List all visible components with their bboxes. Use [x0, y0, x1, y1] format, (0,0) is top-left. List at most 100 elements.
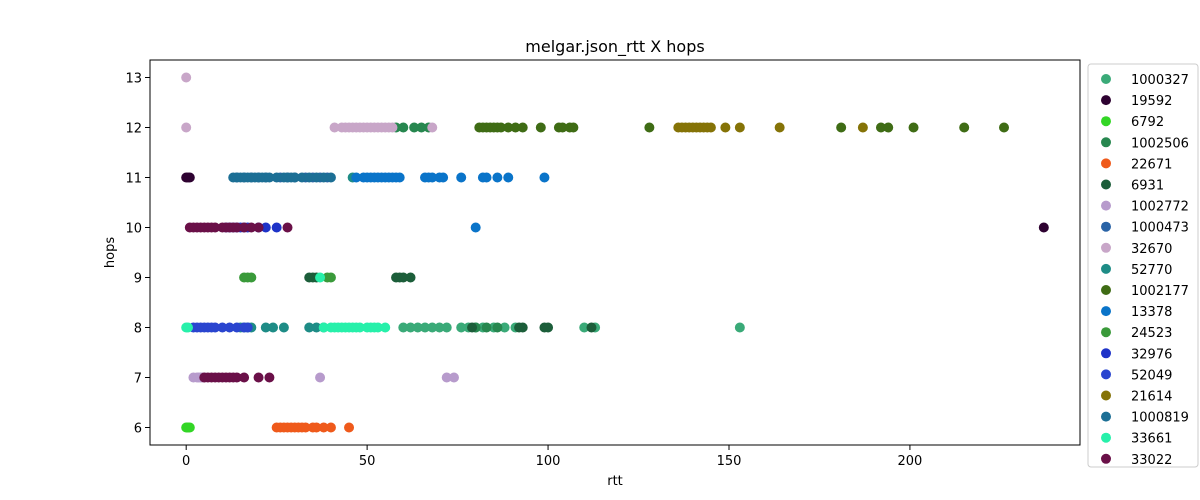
legend-marker — [1101, 411, 1111, 422]
data-point — [184, 172, 195, 183]
x-axis: 0 50 100 150 200 — [182, 445, 922, 469]
data-points — [181, 72, 1049, 433]
data-point — [304, 322, 315, 333]
data-point — [318, 172, 329, 183]
data-point — [380, 322, 391, 333]
data-point — [517, 122, 528, 133]
data-point — [481, 172, 492, 183]
data-point — [539, 172, 550, 183]
x-tick-label: 200 — [898, 454, 923, 469]
data-point — [510, 122, 521, 133]
legend-marker — [1101, 390, 1111, 401]
legend-marker — [1101, 137, 1111, 148]
data-point — [182, 322, 193, 333]
y-axis-label: hops — [103, 237, 118, 268]
data-point — [278, 322, 289, 333]
data-point — [416, 122, 427, 133]
data-point — [734, 322, 745, 333]
legend-marker — [1101, 242, 1111, 253]
plot-area — [149, 59, 1081, 446]
data-point — [543, 322, 554, 333]
legend-label: 6792 — [1131, 115, 1164, 130]
data-point — [325, 272, 336, 283]
legend-marker — [1101, 432, 1111, 443]
plot-frame — [149, 59, 1081, 446]
data-point — [372, 322, 383, 333]
legend: 1000327 19592 6792 1002506 22671 6931 1002772 1… — [1087, 63, 1199, 468]
y-tick-label: 9 — [134, 272, 142, 287]
data-point — [253, 372, 264, 383]
data-point — [325, 422, 336, 433]
data-point — [405, 322, 416, 333]
legend-marker — [1101, 306, 1111, 317]
data-point — [246, 272, 257, 283]
data-point — [260, 322, 271, 333]
data-point — [351, 172, 362, 183]
data-point — [409, 122, 420, 133]
data-point — [289, 172, 300, 183]
data-point — [260, 222, 271, 233]
data-point — [315, 272, 326, 283]
legend-label: 1000819 — [1131, 411, 1189, 426]
data-point — [242, 322, 253, 333]
data-point — [857, 122, 868, 133]
data-point — [441, 322, 452, 333]
data-point — [181, 122, 192, 133]
legend-label: 24523 — [1131, 326, 1172, 341]
legend-marker — [1101, 95, 1111, 106]
legend-marker — [1101, 348, 1111, 359]
data-point — [398, 322, 409, 333]
data-point — [325, 172, 336, 183]
data-point — [239, 222, 250, 233]
data-point — [441, 372, 452, 383]
data-point — [503, 172, 514, 183]
data-point — [231, 372, 242, 383]
data-point — [456, 172, 467, 183]
y-tick-label: 8 — [134, 322, 142, 337]
data-point — [492, 322, 503, 333]
legend-label: 52049 — [1131, 368, 1172, 383]
data-point — [253, 222, 264, 233]
legend-marker — [1101, 453, 1111, 464]
x-tick-label: 100 — [536, 454, 561, 469]
data-point — [394, 172, 405, 183]
legend-label: 21614 — [1131, 390, 1172, 405]
data-point — [720, 122, 731, 133]
legend-frame — [1087, 63, 1199, 468]
data-point — [959, 122, 970, 133]
data-point — [239, 372, 250, 383]
data-point — [499, 322, 510, 333]
data-point — [315, 372, 326, 383]
y-tick-label: 12 — [125, 122, 142, 137]
data-point — [1038, 222, 1049, 233]
data-point — [231, 322, 242, 333]
data-point — [300, 422, 311, 433]
y-tick-label: 6 — [134, 422, 142, 437]
data-point — [318, 322, 329, 333]
data-point — [210, 322, 221, 333]
data-point — [246, 222, 257, 233]
legend-label: 6931 — [1131, 179, 1164, 194]
data-point — [311, 422, 322, 433]
legend-marker — [1101, 327, 1111, 338]
data-point — [579, 322, 590, 333]
data-point — [318, 422, 329, 433]
data-point — [586, 322, 597, 333]
data-point — [908, 122, 919, 133]
data-point — [264, 372, 275, 383]
x-tick-label: 50 — [359, 454, 376, 469]
x-axis-label: rtt — [607, 474, 623, 489]
legend-label: 52770 — [1131, 263, 1172, 278]
legend-label: 19592 — [1131, 94, 1172, 109]
legend-marker — [1101, 263, 1111, 274]
data-point — [705, 122, 716, 133]
legend-marker — [1101, 116, 1111, 127]
legend-label: 32670 — [1131, 242, 1172, 257]
data-point — [492, 172, 503, 183]
data-point — [398, 272, 409, 283]
data-point — [224, 322, 235, 333]
data-point — [210, 222, 221, 233]
legend-label: 33022 — [1131, 453, 1172, 468]
